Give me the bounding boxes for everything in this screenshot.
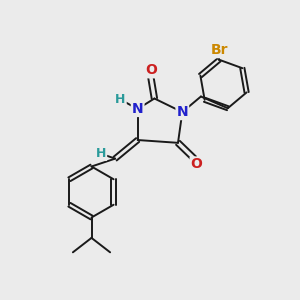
Text: O: O <box>145 63 157 77</box>
Text: Br: Br <box>211 43 228 57</box>
Text: H: H <box>116 93 126 106</box>
Text: O: O <box>190 158 202 172</box>
Text: N: N <box>132 102 143 116</box>
Text: N: N <box>176 105 188 119</box>
Text: H: H <box>96 147 106 160</box>
